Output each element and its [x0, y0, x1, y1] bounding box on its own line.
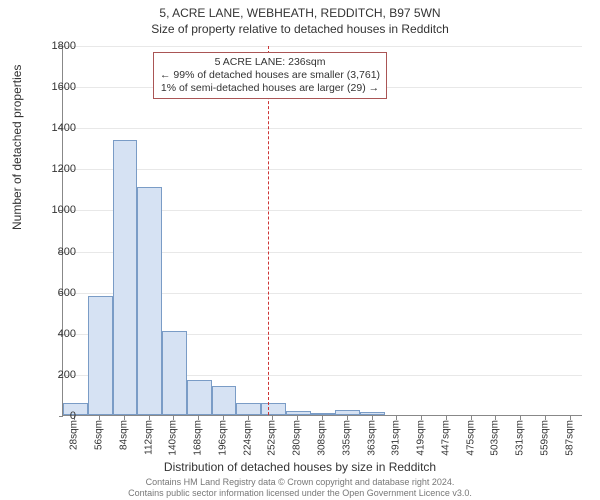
ytick-label: 1600 — [36, 81, 76, 93]
histogram-bar — [335, 410, 360, 415]
histogram-bar — [88, 296, 113, 415]
histogram-bar — [286, 411, 311, 415]
ytick-label: 600 — [36, 287, 76, 299]
histogram-bar — [137, 187, 162, 415]
x-axis-label: Distribution of detached houses by size … — [0, 460, 600, 474]
chart-title-line1: 5, ACRE LANE, WEBHEATH, REDDITCH, B97 5W… — [0, 0, 600, 22]
plot-wrap: 5 ACRE LANE: 236sqm← 99% of detached hou… — [62, 46, 582, 416]
chart-title-line2: Size of property relative to detached ho… — [0, 22, 600, 38]
ytick-label: 1200 — [36, 163, 76, 175]
footer: Contains HM Land Registry data © Crown c… — [0, 477, 600, 498]
xtick-label: 503sqm — [490, 420, 501, 456]
xtick-label: 559sqm — [539, 420, 550, 456]
xtick-label: 224sqm — [242, 420, 253, 456]
annotation-line: ← 99% of detached houses are smaller (3,… — [160, 69, 380, 82]
xtick-label: 56sqm — [94, 420, 105, 450]
xtick-label: 252sqm — [267, 420, 278, 456]
xtick-label: 196sqm — [217, 420, 228, 456]
xtick-label: 28sqm — [69, 420, 80, 450]
ytick-label: 400 — [36, 328, 76, 340]
xtick-label: 84sqm — [118, 420, 129, 450]
histogram-bar — [311, 413, 336, 415]
xtick-label: 391sqm — [391, 420, 402, 456]
ytick-label: 800 — [36, 246, 76, 258]
annotation-box: 5 ACRE LANE: 236sqm← 99% of detached hou… — [153, 52, 387, 99]
y-axis-label: Number of detached properties — [10, 65, 24, 230]
gridline — [63, 46, 582, 47]
histogram-bar — [113, 140, 138, 415]
xtick-label: 335sqm — [341, 420, 352, 456]
histogram-bar — [261, 403, 286, 415]
xtick-label: 112sqm — [143, 420, 154, 455]
footer-line1: Contains HM Land Registry data © Crown c… — [0, 477, 600, 487]
reference-line — [268, 46, 269, 415]
xtick-label: 447sqm — [440, 420, 451, 456]
annotation-line: 5 ACRE LANE: 236sqm — [160, 56, 380, 69]
gridline — [63, 169, 582, 170]
gridline — [63, 128, 582, 129]
histogram-bar — [212, 386, 237, 415]
histogram-bar — [187, 380, 212, 415]
xtick-label: 308sqm — [317, 420, 328, 456]
xtick-label: 475sqm — [465, 420, 476, 456]
xtick-label: 587sqm — [564, 420, 575, 456]
xtick-label: 280sqm — [292, 420, 303, 456]
ytick-label: 0 — [36, 410, 76, 422]
xtick-label: 419sqm — [416, 420, 427, 456]
histogram-bar — [360, 412, 385, 415]
ytick-label: 1800 — [36, 40, 76, 52]
chart-container: 5, ACRE LANE, WEBHEATH, REDDITCH, B97 5W… — [0, 0, 600, 500]
annotation-line: 1% of semi-detached houses are larger (2… — [160, 82, 380, 95]
ytick-label: 200 — [36, 369, 76, 381]
xtick-label: 168sqm — [193, 420, 204, 456]
histogram-bar — [162, 331, 187, 415]
xtick-label: 140sqm — [168, 420, 179, 456]
ytick-label: 1400 — [36, 122, 76, 134]
ytick-label: 1000 — [36, 204, 76, 216]
xtick-label: 363sqm — [366, 420, 377, 456]
xtick-label: 531sqm — [515, 420, 526, 456]
plot-area: 5 ACRE LANE: 236sqm← 99% of detached hou… — [62, 46, 582, 416]
footer-line2: Contains public sector information licen… — [0, 488, 600, 498]
histogram-bar — [236, 403, 261, 415]
